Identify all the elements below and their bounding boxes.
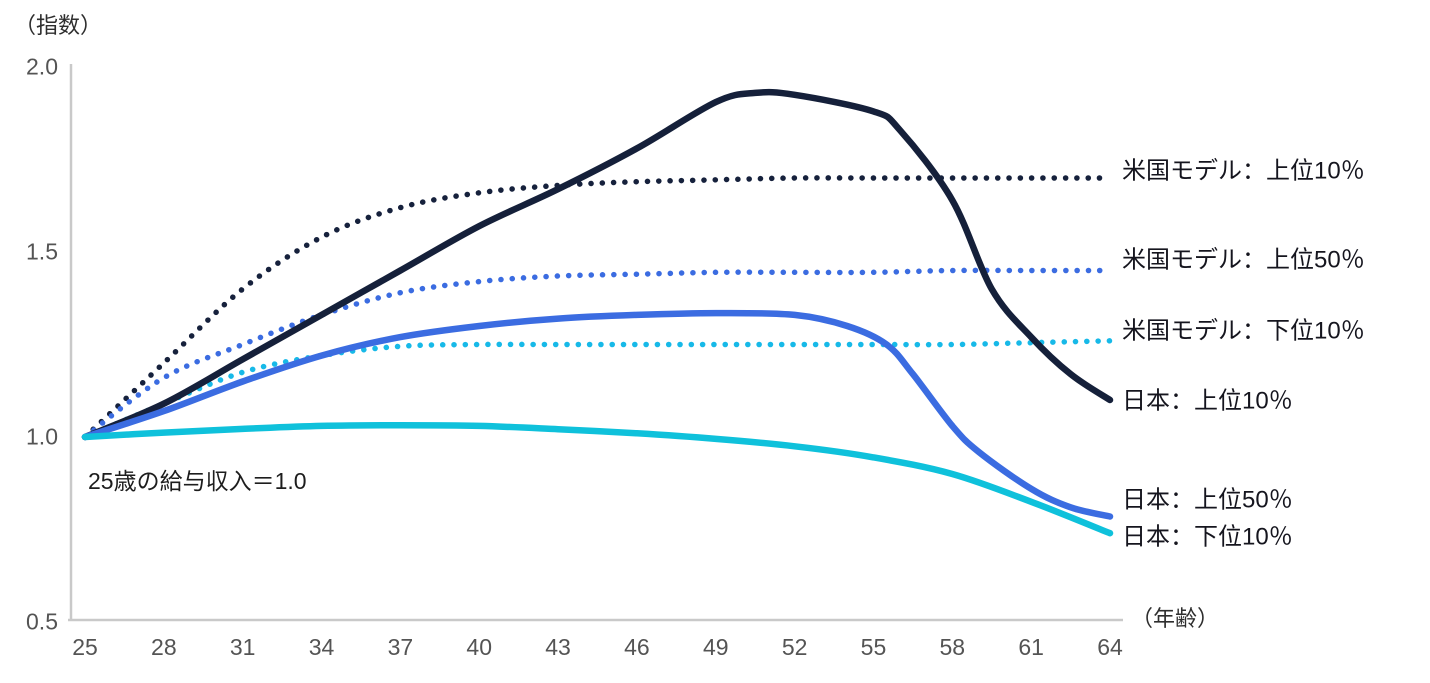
legend-label-us_top50: 米国モデル：上位50％: [1122, 246, 1365, 274]
legend-label-us_bottom10: 米国モデル：下位10％: [1122, 317, 1365, 345]
y-tick-label: 2.0: [26, 53, 58, 80]
x-tick-label: 64: [1097, 634, 1123, 660]
baseline-annotation: 25歳の給与収入＝1.0: [88, 468, 307, 494]
y-tick-label: 1.5: [26, 238, 58, 265]
x-tick-label: 34: [308, 634, 335, 660]
series-line-jp_top50: [81, 309, 1114, 520]
x-tick-label: 37: [387, 634, 414, 660]
x-tick-label: 43: [545, 634, 571, 660]
x-tick-label: 46: [624, 634, 650, 660]
series-line-jp_bottom10: [81, 421, 1114, 537]
legend-label-jp_top10: 日本：上位10％: [1122, 387, 1293, 415]
x-tick-label: 28: [151, 634, 177, 660]
legend-label-us_top10: 米国モデル：上位10％: [1122, 157, 1365, 185]
y-axis-unit-label: （指数）: [14, 13, 103, 38]
x-tick-label: 49: [702, 634, 729, 660]
x-tick-label: 40: [466, 634, 493, 660]
x-tick-label: 61: [1018, 634, 1044, 660]
series-line-us_top10: [82, 175, 1113, 440]
x-axis-unit-label: （年齢）: [1131, 606, 1220, 631]
y-tick-label: 1.0: [26, 423, 58, 450]
y-tick-label: 0.5: [26, 608, 58, 635]
x-tick-label: 25: [72, 634, 98, 660]
series-line-us_top50: [82, 267, 1113, 440]
series-line-us_bottom10: [82, 338, 1113, 440]
x-tick-label: 52: [781, 634, 808, 660]
legend-label-jp_top50: 日本：上位50％: [1122, 486, 1293, 514]
x-tick-label: 55: [860, 634, 887, 660]
legend-label-jp_bottom10: 日本：下位10％: [1122, 523, 1293, 551]
x-tick-label: 58: [939, 634, 966, 660]
x-tick-label: 31: [229, 634, 256, 660]
series-line-jp_top10: [81, 88, 1114, 441]
